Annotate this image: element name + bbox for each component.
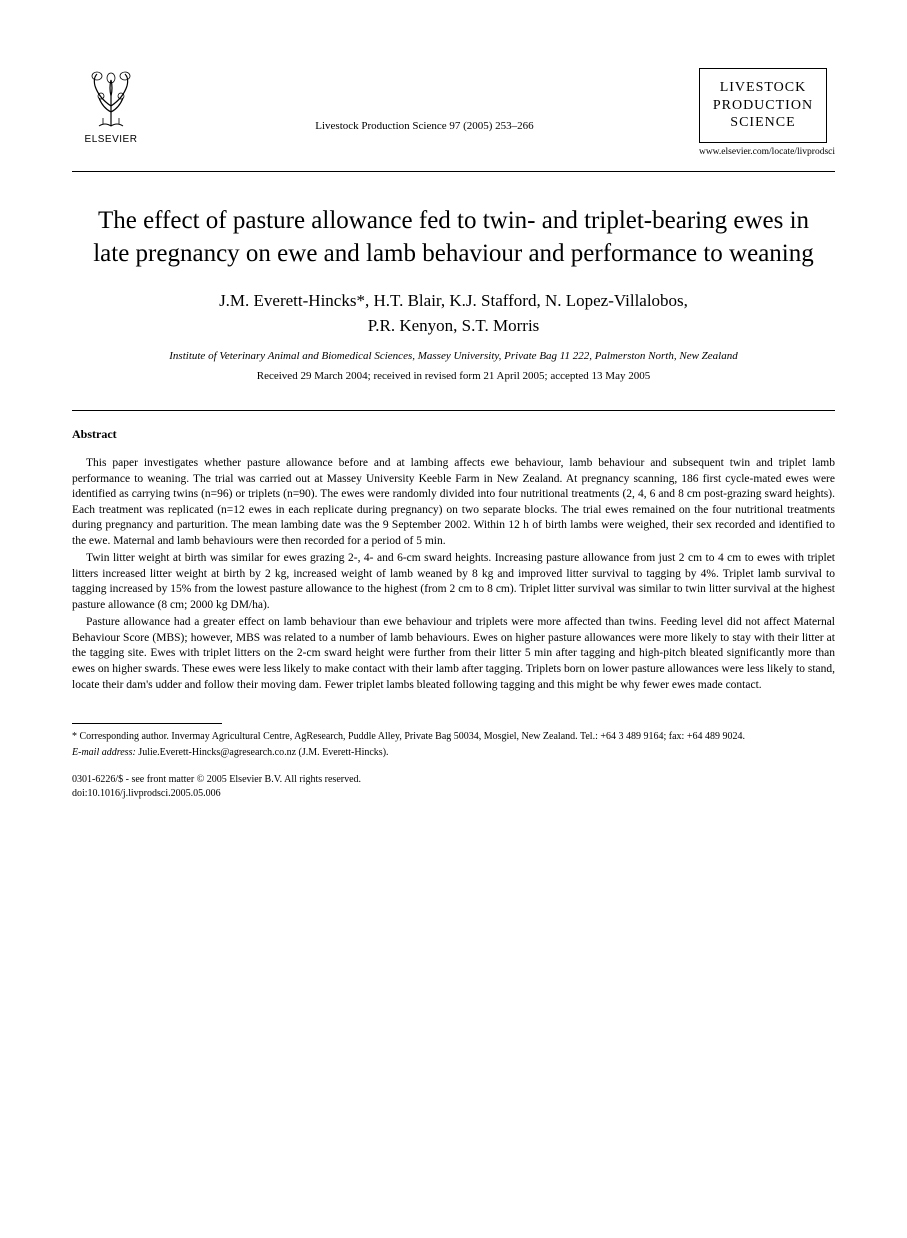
publisher-label: ELSEVIER <box>85 134 138 145</box>
abstract-paragraph-1: This paper investigates whether pasture … <box>72 456 835 549</box>
elsevier-tree-icon <box>79 68 143 132</box>
email-footnote: E-mail address: Julie.Everett-Hincks@agr… <box>72 746 835 760</box>
abstract-top-rule <box>72 410 835 411</box>
authors-line2: P.R. Kenyon, S.T. Morris <box>72 314 835 339</box>
corresponding-author-footnote: * Corresponding author. Invermay Agricul… <box>72 730 835 744</box>
article-title: The effect of pasture allowance fed to t… <box>92 204 815 272</box>
journal-box-line1: LIVESTOCK <box>706 79 820 97</box>
journal-title-block: LIVESTOCK PRODUCTION SCIENCE www.elsevie… <box>699 68 835 163</box>
header-rule <box>72 171 835 172</box>
doi-line: doi:10.1016/j.livprodsci.2005.05.006 <box>72 787 835 801</box>
journal-box-line3: SCIENCE <box>706 114 820 132</box>
authors-block: J.M. Everett-Hincks*, H.T. Blair, K.J. S… <box>72 289 835 338</box>
copyright-block: 0301-6226/$ - see front matter © 2005 El… <box>72 773 835 800</box>
article-dates: Received 29 March 2004; received in revi… <box>72 370 835 382</box>
journal-url: www.elsevier.com/locate/livprodsci <box>699 147 835 157</box>
authors-line1: J.M. Everett-Hincks*, H.T. Blair, K.J. S… <box>72 289 835 314</box>
email-label: E-mail address: <box>72 747 136 758</box>
journal-title-box: LIVESTOCK PRODUCTION SCIENCE <box>699 68 827 143</box>
publisher-logo-block: ELSEVIER <box>72 68 150 145</box>
abstract-heading: Abstract <box>72 427 835 442</box>
footnote-rule <box>72 723 222 724</box>
journal-reference: Livestock Production Science 97 (2005) 2… <box>150 68 699 132</box>
journal-box-line2: PRODUCTION <box>706 97 820 115</box>
abstract-paragraph-3: Pasture allowance had a greater effect o… <box>72 615 835 693</box>
email-address: Julie.Everett-Hincks@agresearch.co.nz (J… <box>138 747 388 758</box>
page-header: ELSEVIER Livestock Production Science 97… <box>72 68 835 163</box>
affiliation: Institute of Veterinary Animal and Biome… <box>72 350 835 362</box>
copyright-line: 0301-6226/$ - see front matter © 2005 El… <box>72 773 835 787</box>
abstract-paragraph-2: Twin litter weight at birth was similar … <box>72 551 835 613</box>
